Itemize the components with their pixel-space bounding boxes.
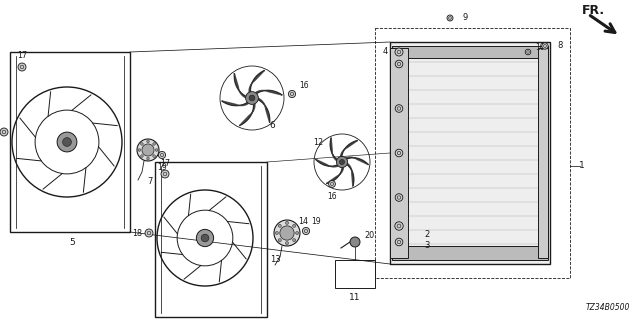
Polygon shape (259, 99, 270, 123)
Bar (392, 246, 548, 260)
Bar (375, 28, 570, 278)
Circle shape (350, 237, 360, 247)
Polygon shape (348, 164, 354, 186)
Circle shape (156, 149, 158, 151)
Text: 7: 7 (147, 178, 153, 187)
Circle shape (525, 49, 531, 55)
Polygon shape (340, 140, 358, 156)
Polygon shape (346, 157, 369, 165)
Circle shape (292, 239, 296, 242)
Text: 16: 16 (299, 82, 309, 91)
Polygon shape (239, 104, 255, 126)
Bar (390, 48, 408, 258)
Polygon shape (234, 73, 245, 98)
Polygon shape (316, 159, 338, 167)
Circle shape (339, 159, 344, 164)
Circle shape (395, 48, 403, 56)
Circle shape (275, 231, 278, 235)
Circle shape (278, 224, 282, 228)
Circle shape (142, 144, 154, 156)
Circle shape (396, 238, 403, 246)
Text: 20: 20 (364, 231, 374, 241)
Text: 17: 17 (17, 52, 27, 60)
Circle shape (396, 60, 403, 68)
Circle shape (137, 139, 159, 161)
Bar (392, 46, 548, 58)
Circle shape (196, 229, 214, 247)
Bar (10, 52, 130, 232)
Circle shape (161, 170, 169, 178)
Circle shape (396, 149, 403, 157)
Text: 4: 4 (382, 47, 388, 57)
Circle shape (145, 229, 153, 237)
Text: 16: 16 (327, 191, 337, 201)
Circle shape (292, 224, 296, 228)
Text: 13: 13 (269, 255, 280, 265)
Text: 19: 19 (311, 217, 321, 226)
Circle shape (274, 220, 300, 246)
Circle shape (395, 222, 403, 230)
Text: 14: 14 (298, 217, 308, 226)
Text: TZ34B0500: TZ34B0500 (586, 303, 630, 312)
Polygon shape (249, 70, 264, 92)
Circle shape (201, 234, 209, 242)
Circle shape (63, 138, 72, 147)
Polygon shape (221, 101, 248, 106)
Circle shape (159, 151, 166, 159)
Circle shape (0, 128, 8, 136)
Text: 3: 3 (424, 242, 429, 251)
Text: 12: 12 (313, 138, 323, 147)
Circle shape (296, 231, 299, 235)
Circle shape (147, 140, 149, 143)
Bar (538, 48, 548, 258)
Text: 8: 8 (557, 42, 563, 51)
Bar (155, 162, 267, 317)
Circle shape (447, 15, 453, 21)
Polygon shape (256, 90, 282, 95)
Circle shape (337, 156, 348, 168)
Text: 10: 10 (535, 44, 545, 52)
Circle shape (278, 239, 282, 242)
Circle shape (542, 43, 548, 49)
Text: FR.: FR. (582, 4, 605, 17)
Circle shape (141, 155, 143, 157)
Circle shape (302, 228, 310, 235)
Text: 6: 6 (269, 122, 275, 131)
Text: 11: 11 (349, 293, 361, 302)
Bar (335, 260, 375, 288)
Text: 18: 18 (132, 228, 142, 237)
Circle shape (280, 226, 294, 240)
Text: 9: 9 (462, 13, 468, 22)
Circle shape (147, 157, 149, 160)
Circle shape (141, 143, 143, 145)
Circle shape (18, 63, 26, 71)
Circle shape (328, 180, 335, 188)
Circle shape (285, 242, 289, 245)
Text: 2: 2 (424, 229, 429, 238)
Circle shape (285, 221, 289, 224)
Text: 1: 1 (579, 161, 585, 170)
Circle shape (249, 95, 255, 101)
Circle shape (57, 132, 77, 152)
Polygon shape (326, 168, 344, 184)
Circle shape (153, 143, 156, 145)
Circle shape (246, 92, 259, 104)
Circle shape (138, 149, 141, 151)
Text: 5: 5 (69, 237, 75, 246)
Polygon shape (330, 138, 337, 160)
Circle shape (289, 90, 296, 98)
Circle shape (153, 155, 156, 157)
Circle shape (396, 194, 403, 201)
Bar (390, 42, 550, 264)
Circle shape (396, 105, 403, 112)
Text: 17: 17 (160, 158, 170, 167)
Text: 19: 19 (157, 164, 167, 172)
